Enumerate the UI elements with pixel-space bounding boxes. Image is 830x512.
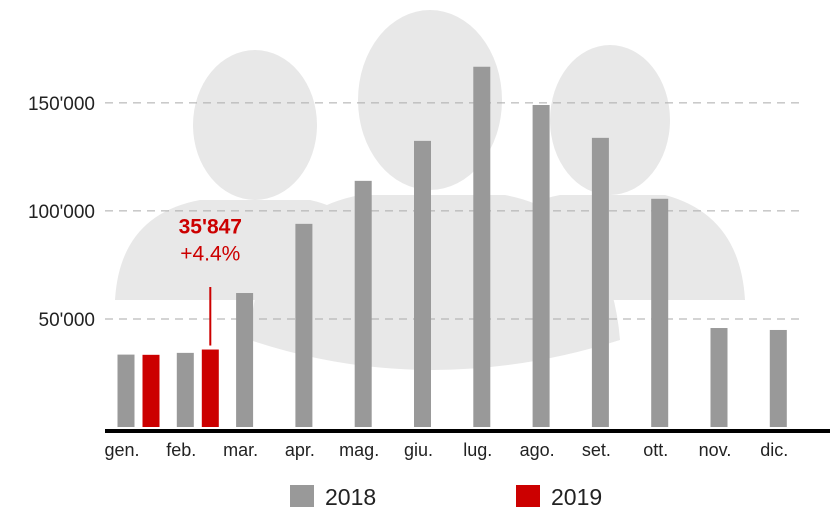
x-tick-label: giu. — [404, 440, 433, 460]
annotation: +4.4% — [180, 243, 240, 266]
bar — [295, 224, 312, 427]
bar — [177, 353, 194, 427]
x-tick-label: feb. — [166, 440, 196, 460]
bar — [202, 350, 219, 427]
bar — [533, 105, 550, 427]
bar — [414, 141, 431, 427]
x-tick-label: nov. — [699, 440, 732, 460]
legend-swatch — [290, 485, 314, 507]
bar — [592, 138, 609, 427]
bar — [770, 330, 787, 427]
value-label: 35'847 — [179, 216, 242, 239]
y-tick-label: 100'000 — [28, 202, 95, 223]
legend-label: 2018 — [325, 484, 376, 510]
legend-swatch — [516, 485, 540, 507]
bar — [236, 293, 253, 427]
bar — [118, 355, 135, 427]
page: 50'000 100'000 150'000 gen. feb. 35'847 +4.4% m… — [0, 0, 830, 512]
bar — [143, 355, 160, 427]
x-tick-label: mar. — [223, 440, 258, 460]
y-tick-label: 150'000 — [28, 94, 95, 115]
x-tick-label: ott. — [643, 440, 668, 460]
y-tick-label: 50'000 — [39, 310, 95, 331]
x-tick-label: dic. — [760, 440, 788, 460]
x-tick-label: apr. — [285, 440, 315, 460]
x-tick-label: set. — [582, 440, 611, 460]
bar — [651, 199, 668, 427]
legend-label: 2019 — [551, 484, 602, 510]
x-tick-label: ago. — [520, 440, 555, 460]
bar — [473, 67, 490, 427]
bar — [711, 328, 728, 427]
chart: 50'000 100'000 150'000 gen. feb. 35'847 +4.4% m… — [0, 0, 830, 512]
x-tick-label: gen. — [104, 440, 139, 460]
x-tick-label: lug. — [463, 440, 492, 460]
x-tick-label: mag. — [339, 440, 379, 460]
bar — [355, 181, 372, 427]
